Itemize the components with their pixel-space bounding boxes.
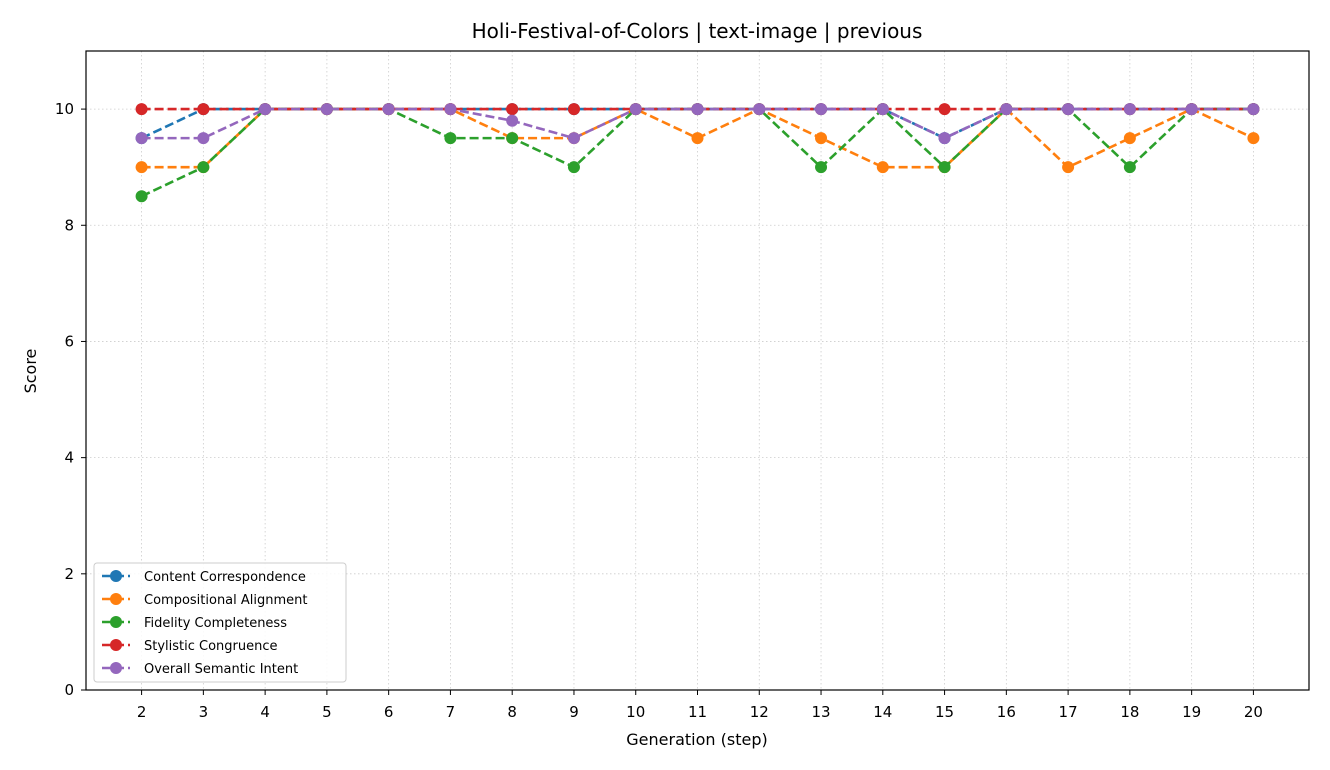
data-point: [444, 103, 457, 116]
x-tick-label: 18: [1120, 703, 1139, 721]
x-tick-label: 16: [997, 703, 1016, 721]
x-tick-label: 5: [322, 703, 332, 721]
data-point: [938, 161, 951, 174]
data-point: [197, 103, 210, 116]
x-axis: 2 3 4 5 6 7 8 9 10 11 12 13 14 15 16 17 18 19 20: [137, 690, 1263, 721]
data-point: [506, 103, 519, 116]
x-tick-label: 10: [626, 703, 645, 721]
x-tick-label: 12: [750, 703, 769, 721]
x-tick-label: 17: [1059, 703, 1078, 721]
data-point: [1185, 103, 1198, 116]
data-point: [876, 103, 889, 116]
data-point: [753, 103, 766, 116]
series-4: [135, 103, 1260, 145]
legend-swatch-marker: [110, 662, 122, 674]
data-point: [876, 161, 889, 174]
x-tick-label: 15: [935, 703, 954, 721]
data-point: [629, 103, 642, 116]
data-point: [567, 132, 580, 145]
legend-label: Overall Semantic Intent: [144, 662, 298, 677]
data-point: [135, 161, 148, 174]
legend-label: Fidelity Completeness: [144, 616, 287, 631]
legend-swatch-marker: [110, 570, 122, 582]
data-point: [938, 132, 951, 145]
data-point: [1062, 103, 1075, 116]
data-point: [1123, 132, 1136, 145]
legend: Content Correspondence Compositional Alig…: [93, 562, 347, 683]
legend-swatch-marker: [110, 639, 122, 651]
legend-swatch-marker: [110, 593, 122, 605]
x-tick-label: 6: [384, 703, 394, 721]
x-tick-label: 4: [260, 703, 270, 721]
data-point: [815, 161, 828, 174]
x-tick-label: 19: [1182, 703, 1201, 721]
y-tick-label: 0: [64, 681, 74, 699]
data-point: [382, 103, 395, 116]
x-tick-label: 13: [811, 703, 830, 721]
data-point: [197, 132, 210, 145]
legend-entry: Fidelity Completeness: [102, 616, 287, 631]
legend-entry: Overall Semantic Intent: [102, 662, 298, 677]
legend-box: [93, 562, 347, 683]
y-tick-label: 2: [64, 565, 74, 583]
x-tick-label: 14: [873, 703, 892, 721]
data-point: [1247, 132, 1260, 145]
y-axis: 0 2 4 6 8 10: [55, 100, 86, 699]
series-layer: [135, 103, 1260, 203]
data-point: [567, 103, 580, 116]
data-point: [135, 103, 148, 116]
chart-title: Holi-Festival-of-Colors | text-image | p…: [472, 19, 923, 43]
x-tick-label: 3: [199, 703, 209, 721]
x-tick-label: 20: [1244, 703, 1263, 721]
data-point: [1123, 103, 1136, 116]
data-point: [815, 132, 828, 145]
data-point: [691, 103, 704, 116]
x-tick-label: 8: [507, 703, 517, 721]
data-point: [135, 132, 148, 145]
data-point: [567, 161, 580, 174]
legend-swatch-marker: [110, 616, 122, 628]
legend-label: Stylistic Congruence: [144, 639, 278, 654]
data-point: [197, 161, 210, 174]
x-axis-title: Generation (step): [626, 730, 767, 749]
legend-entry: Compositional Alignment: [102, 593, 308, 608]
data-point: [506, 114, 519, 127]
y-axis-title: Score: [21, 349, 40, 394]
data-point: [1000, 103, 1013, 116]
y-tick-label: 4: [64, 449, 74, 467]
legend-entry: Content Correspondence: [102, 570, 306, 585]
x-tick-label: 2: [137, 703, 147, 721]
data-point: [320, 103, 333, 116]
legend-label: Content Correspondence: [144, 570, 306, 585]
y-tick-label: 8: [64, 216, 74, 234]
data-point: [1123, 161, 1136, 174]
data-point: [815, 103, 828, 116]
x-tick-label: 7: [446, 703, 456, 721]
y-tick-label: 10: [55, 100, 74, 118]
legend-label: Compositional Alignment: [144, 593, 308, 608]
data-point: [259, 103, 272, 116]
data-point: [444, 132, 457, 145]
x-tick-label: 9: [569, 703, 579, 721]
data-point: [691, 132, 704, 145]
y-tick-label: 6: [64, 332, 74, 350]
data-point: [938, 103, 951, 116]
data-point: [506, 132, 519, 145]
data-point: [1247, 103, 1260, 116]
legend-entry: Stylistic Congruence: [102, 639, 278, 654]
x-tick-label: 11: [688, 703, 707, 721]
data-point: [1062, 161, 1075, 174]
data-point: [135, 190, 148, 203]
